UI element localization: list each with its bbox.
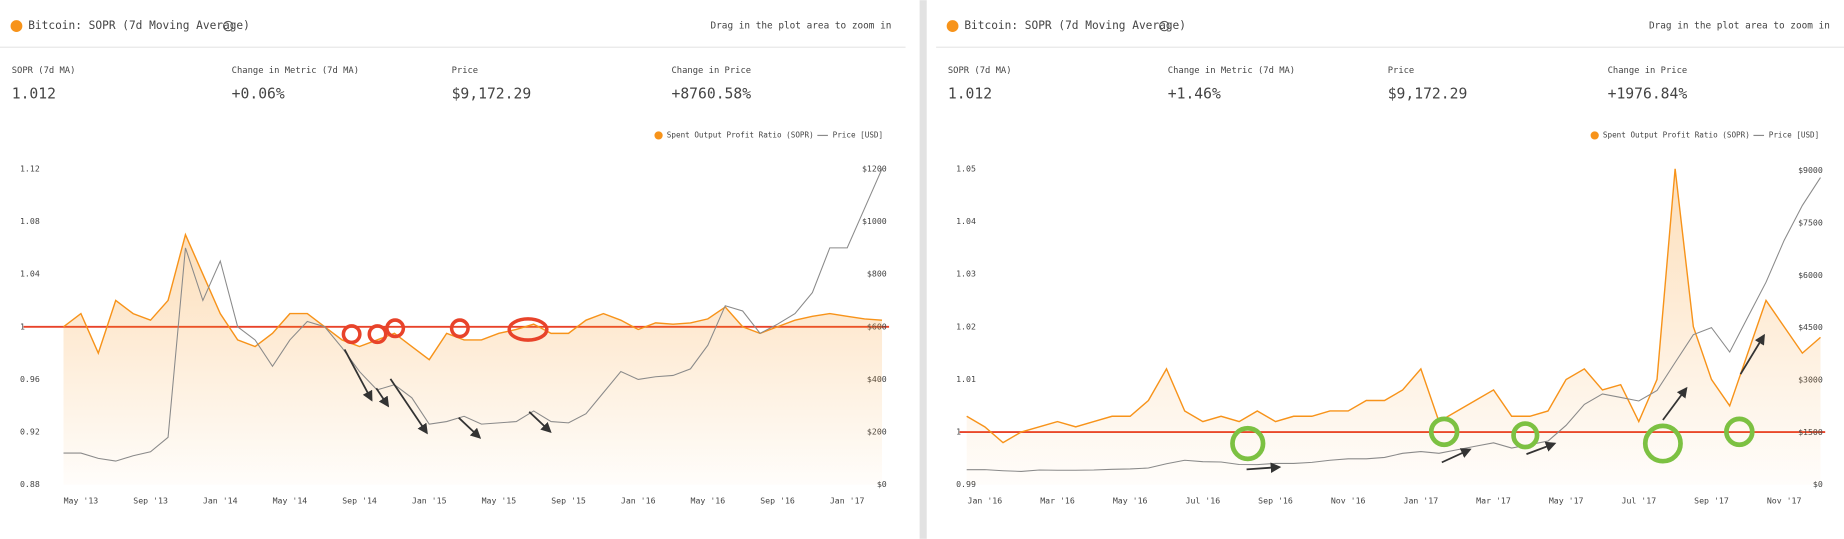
x-tick-label: Jul '17 bbox=[1622, 496, 1657, 506]
y2-tick-label: $6000 bbox=[1798, 270, 1823, 280]
y2-tick-label: $1200 bbox=[862, 163, 887, 173]
x-tick-label: Sep '14 bbox=[342, 496, 377, 506]
x-tick-label: Nov '16 bbox=[1331, 496, 1366, 506]
zoom-hint: Drag in the plot area to zoom in bbox=[1649, 21, 1830, 32]
legend-swatch bbox=[654, 131, 663, 140]
x-tick-label: Jan '16 bbox=[968, 496, 1003, 506]
metric-label: Price bbox=[1388, 66, 1415, 76]
y-tick-label: 1.04 bbox=[956, 216, 976, 226]
y-tick-label: 0.88 bbox=[20, 479, 40, 489]
y2-tick-label: $800 bbox=[867, 269, 887, 279]
y2-tick-label: $7500 bbox=[1798, 217, 1823, 227]
metric-value: +0.06% bbox=[232, 85, 285, 102]
x-tick-label: Jan '15 bbox=[412, 496, 447, 506]
x-tick-label: Jan '17 bbox=[830, 496, 865, 506]
x-tick-label: Sep '17 bbox=[1694, 496, 1729, 506]
y-tick-label: 0.99 bbox=[956, 479, 976, 489]
metric-label: Change in Price bbox=[672, 66, 752, 76]
x-tick-label: May '17 bbox=[1549, 496, 1584, 506]
x-tick-label: Sep '13 bbox=[133, 496, 168, 506]
y2-tick-label: $9000 bbox=[1798, 165, 1823, 175]
y-tick-label: 1.08 bbox=[20, 216, 40, 226]
x-tick-label: May '16 bbox=[1113, 496, 1148, 506]
x-tick-label: Nov '17 bbox=[1767, 496, 1802, 506]
y-tick-label: 1 bbox=[20, 321, 25, 331]
metric-value: +1976.84% bbox=[1608, 85, 1688, 102]
x-tick-label: Mar '17 bbox=[1476, 496, 1511, 506]
y-tick-label: 0.96 bbox=[20, 374, 40, 384]
metric-value: +8760.58% bbox=[672, 85, 752, 102]
y-tick-label: 1.01 bbox=[956, 374, 976, 384]
x-tick-label: Sep '16 bbox=[760, 496, 795, 506]
y-tick-label: 1.12 bbox=[20, 163, 40, 173]
y-tick-label: 1.02 bbox=[956, 321, 976, 331]
legend-swatch bbox=[1590, 131, 1599, 140]
metric-label: Change in Price bbox=[1608, 66, 1688, 76]
metric-value: $9,172.29 bbox=[1388, 85, 1468, 102]
annotations bbox=[341, 317, 1765, 473]
sopr-line bbox=[63, 232, 883, 361]
bitcoin-icon bbox=[946, 20, 959, 32]
sopr-area bbox=[966, 168, 1821, 485]
legend-label: Spent Output Profit Ratio (SOPR) bbox=[667, 130, 814, 139]
metric-value: $9,172.29 bbox=[452, 85, 532, 102]
y-tick-label: 1 bbox=[956, 427, 961, 437]
x-tick-label: Jul '16 bbox=[1186, 496, 1221, 506]
y2-tick-label: $1000 bbox=[862, 216, 887, 226]
metric-value: +1.46% bbox=[1168, 85, 1221, 102]
x-tick-label: Mar '16 bbox=[1040, 496, 1075, 506]
metric-label: Price bbox=[452, 66, 479, 76]
metric-label: SOPR (7d MA) bbox=[12, 66, 76, 76]
panel-title: Bitcoin: SOPR (7d Moving Average) bbox=[964, 19, 1186, 32]
x-tick-label: May '15 bbox=[482, 496, 517, 506]
x-tick-label: May '14 bbox=[273, 496, 308, 506]
metric-value: 1.012 bbox=[948, 85, 992, 102]
sopr-line bbox=[966, 168, 1821, 444]
panel-title: Bitcoin: SOPR (7d Moving Average) bbox=[28, 19, 250, 32]
metric-label: Change in Metric (7d MA) bbox=[1168, 66, 1295, 76]
panel-divider bbox=[919, 0, 927, 539]
x-tick-label: May '13 bbox=[64, 496, 99, 506]
bitcoin-icon bbox=[10, 20, 23, 32]
legend-label: Price [USD] bbox=[1769, 130, 1819, 139]
info-icon bbox=[222, 20, 234, 32]
price-line bbox=[966, 177, 1821, 472]
y-tick-label: 0.92 bbox=[20, 427, 40, 437]
y-tick-label: 1.05 bbox=[956, 163, 976, 173]
y2-tick-label: $4500 bbox=[1798, 322, 1823, 332]
price-line bbox=[63, 168, 883, 462]
metric-value: 1.012 bbox=[12, 85, 56, 102]
y-tick-label: 1.04 bbox=[20, 269, 40, 279]
y-tick-label: 1.03 bbox=[956, 269, 976, 279]
metric-label: Change in Metric (7d MA) bbox=[232, 66, 359, 76]
x-tick-label: Jan '14 bbox=[203, 496, 238, 506]
x-tick-label: Jan '17 bbox=[1404, 496, 1439, 506]
info-icon bbox=[1159, 20, 1170, 32]
sopr-area bbox=[63, 234, 883, 485]
zoom-hint: Drag in the plot area to zoom in bbox=[711, 21, 892, 32]
x-tick-label: Sep '15 bbox=[551, 496, 586, 506]
legend-label: Price [USD] bbox=[833, 130, 884, 139]
x-tick-label: Jan '16 bbox=[621, 496, 656, 506]
x-tick-label: Sep '16 bbox=[1258, 496, 1293, 506]
metric-label: SOPR (7d MA) bbox=[948, 66, 1012, 76]
x-tick-label: May '16 bbox=[691, 496, 726, 506]
legend-label: Spent Output Profit Ratio (SOPR) bbox=[1603, 130, 1750, 139]
